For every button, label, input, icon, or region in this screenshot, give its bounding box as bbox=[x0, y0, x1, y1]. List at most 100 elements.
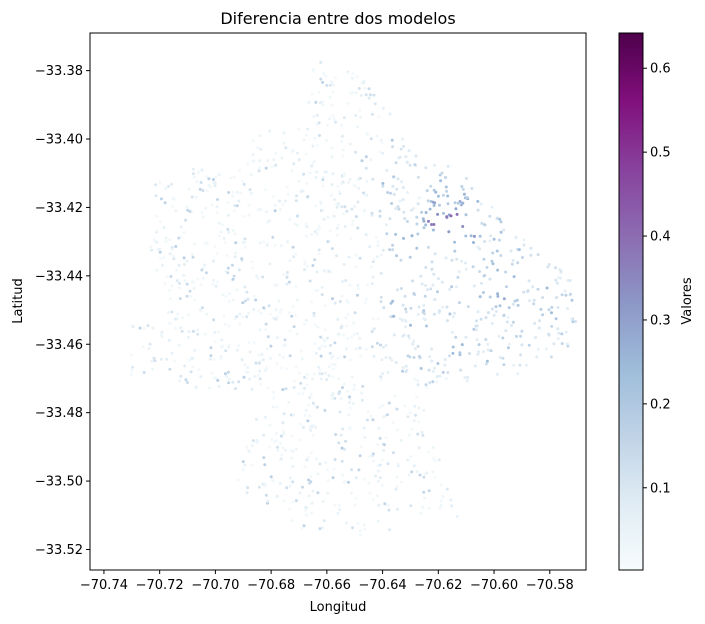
data-point bbox=[438, 203, 441, 207]
data-point bbox=[334, 120, 338, 124]
data-point bbox=[281, 446, 285, 450]
data-point bbox=[195, 180, 199, 184]
data-point bbox=[298, 491, 302, 495]
data-point bbox=[241, 301, 245, 305]
data-point bbox=[342, 447, 346, 451]
data-point bbox=[208, 357, 212, 361]
data-point bbox=[280, 453, 284, 457]
data-point bbox=[364, 233, 368, 237]
colorbar-tick-label: 0.4 bbox=[650, 230, 671, 245]
data-point bbox=[415, 470, 419, 474]
data-point bbox=[235, 204, 239, 208]
data-point bbox=[303, 262, 307, 266]
data-point bbox=[412, 356, 416, 359]
data-point bbox=[439, 179, 443, 183]
y-tick-label: −33.46 bbox=[35, 338, 83, 353]
data-point bbox=[178, 379, 182, 383]
data-point bbox=[560, 293, 564, 297]
data-point bbox=[463, 376, 467, 380]
data-point bbox=[278, 458, 282, 462]
data-point bbox=[149, 245, 152, 249]
data-point bbox=[168, 367, 172, 371]
data-point bbox=[226, 213, 230, 217]
data-point bbox=[346, 101, 350, 105]
data-point bbox=[317, 347, 321, 350]
data-point bbox=[382, 306, 386, 310]
data-point bbox=[191, 255, 195, 259]
data-point bbox=[409, 306, 413, 310]
data-point bbox=[214, 284, 218, 288]
data-point bbox=[499, 220, 503, 224]
data-point bbox=[303, 465, 307, 469]
data-point bbox=[314, 323, 317, 327]
data-point bbox=[244, 370, 248, 374]
data-point bbox=[532, 302, 536, 306]
data-point bbox=[171, 254, 175, 258]
data-point bbox=[308, 171, 312, 175]
data-point bbox=[441, 494, 445, 498]
data-point bbox=[554, 266, 557, 270]
data-point bbox=[273, 209, 277, 213]
data-point bbox=[443, 363, 447, 367]
data-point bbox=[295, 223, 299, 227]
data-point bbox=[502, 297, 506, 301]
data-point bbox=[294, 199, 298, 203]
data-point bbox=[290, 434, 294, 438]
data-point bbox=[448, 312, 452, 316]
data-point bbox=[291, 464, 295, 468]
data-point bbox=[433, 475, 437, 479]
data-point bbox=[348, 142, 352, 146]
data-point bbox=[299, 381, 303, 385]
data-point bbox=[371, 452, 375, 456]
data-point bbox=[326, 215, 330, 219]
data-point bbox=[344, 347, 348, 351]
data-point bbox=[435, 375, 439, 379]
data-point bbox=[348, 426, 352, 430]
data-point bbox=[321, 175, 325, 179]
data-point bbox=[265, 243, 269, 247]
data-point bbox=[154, 183, 158, 187]
data-point bbox=[570, 298, 574, 302]
data-point bbox=[326, 240, 330, 244]
data-point bbox=[331, 172, 335, 176]
data-point bbox=[359, 445, 363, 449]
data-point bbox=[395, 187, 399, 191]
data-point bbox=[259, 382, 263, 386]
data-point bbox=[409, 323, 412, 327]
data-point bbox=[294, 447, 298, 451]
data-point bbox=[478, 247, 482, 251]
data-point bbox=[380, 358, 384, 362]
data-point bbox=[557, 331, 561, 335]
data-point bbox=[129, 353, 133, 357]
data-point bbox=[258, 369, 262, 373]
data-point bbox=[403, 404, 407, 408]
data-point bbox=[340, 324, 344, 328]
x-tick-label: −70.58 bbox=[526, 578, 574, 593]
data-point bbox=[424, 284, 427, 287]
data-point bbox=[309, 394, 313, 398]
data-point bbox=[391, 420, 395, 424]
data-point bbox=[229, 176, 233, 180]
data-point bbox=[215, 280, 219, 284]
data-point bbox=[182, 263, 186, 266]
data-point bbox=[287, 280, 291, 284]
data-point bbox=[315, 270, 319, 274]
data-point bbox=[262, 456, 266, 460]
data-point bbox=[212, 259, 216, 263]
data-point bbox=[315, 351, 318, 355]
data-point bbox=[256, 373, 260, 377]
data-point bbox=[282, 141, 286, 145]
data-point bbox=[255, 440, 259, 444]
data-point bbox=[167, 338, 171, 342]
data-point bbox=[405, 220, 409, 223]
data-point bbox=[476, 352, 480, 356]
data-point bbox=[354, 347, 358, 351]
data-point bbox=[432, 188, 436, 192]
data-point bbox=[191, 167, 195, 171]
data-point bbox=[313, 405, 317, 408]
data-point bbox=[174, 209, 178, 213]
data-point bbox=[486, 311, 490, 315]
data-point bbox=[299, 438, 302, 442]
data-point bbox=[529, 253, 533, 257]
data-point bbox=[204, 206, 208, 210]
